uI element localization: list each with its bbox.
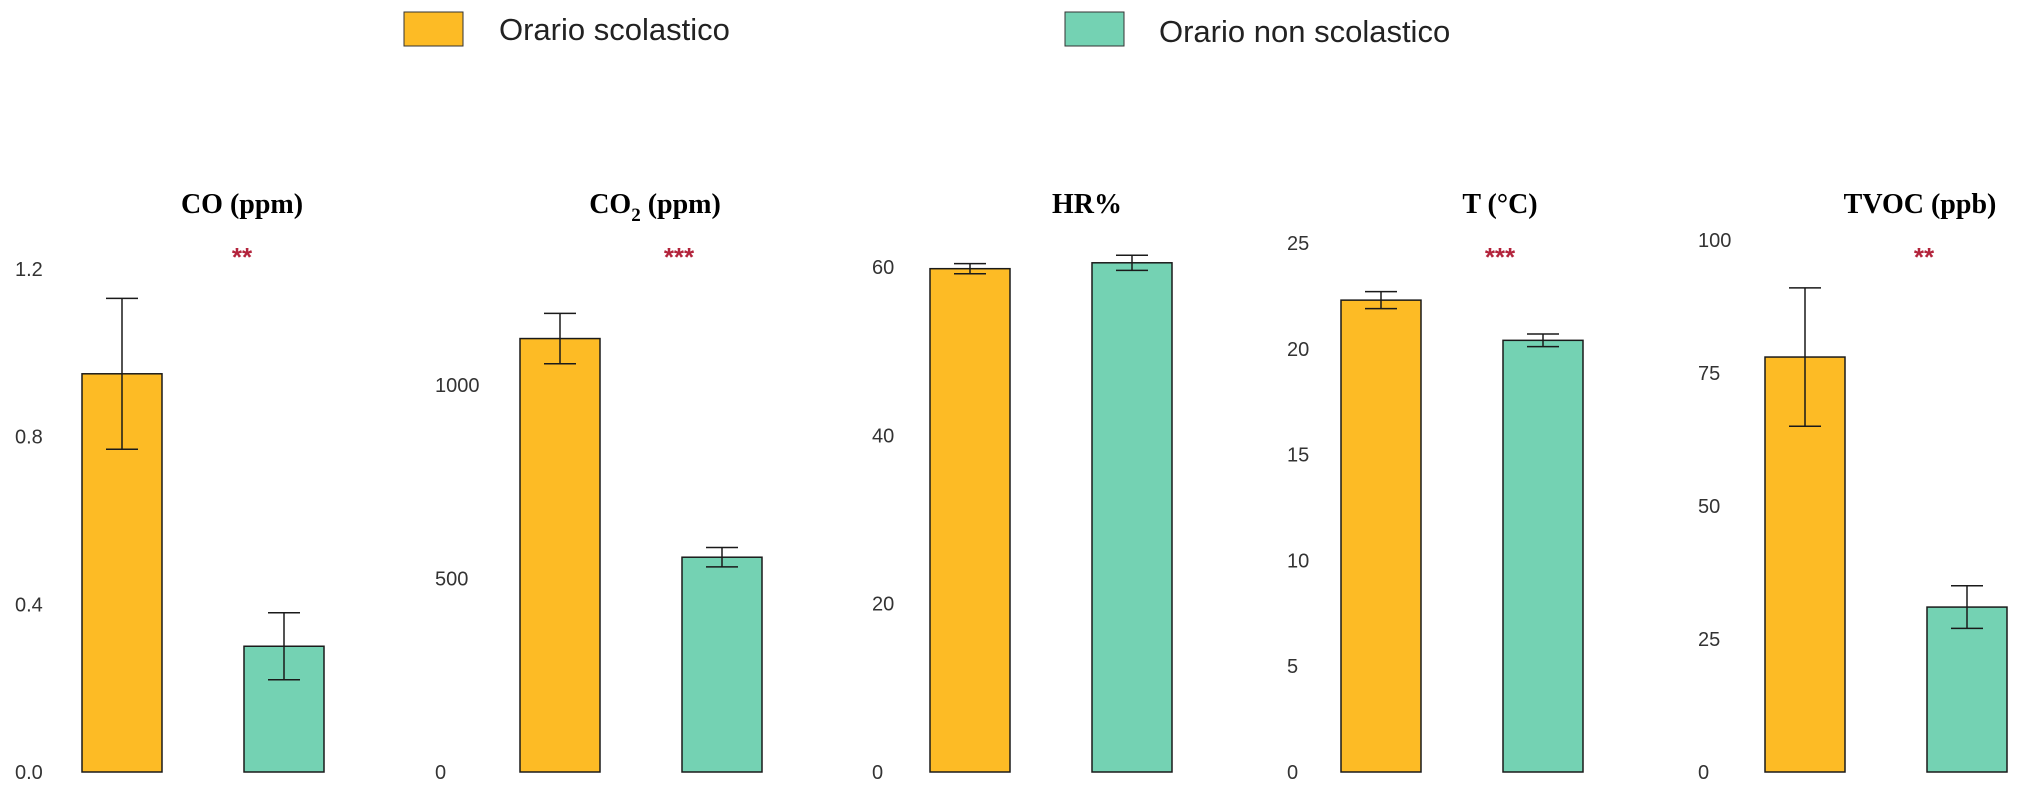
error-bar xyxy=(106,297,138,450)
y-tick-label: 20 xyxy=(872,594,894,616)
legend: Orario scolastico Orario non scolastico xyxy=(403,11,1450,49)
panel-title: CO2 (ppm) xyxy=(589,189,721,226)
significance-marker: *** xyxy=(664,242,695,272)
y-tick-label: 0.0 xyxy=(15,762,43,784)
y-tick-label: 500 xyxy=(435,569,468,591)
legend-label-non-school: Orario non scolastico xyxy=(1159,14,1450,49)
error-bar xyxy=(706,546,738,568)
y-tick-label: 0.8 xyxy=(15,427,43,449)
y-tick-label: 10 xyxy=(1287,550,1309,572)
error-bar xyxy=(1951,585,1983,630)
y-tick-label: 1000 xyxy=(435,375,480,397)
error-bar xyxy=(1116,254,1148,272)
bar-school xyxy=(1340,299,1422,773)
legend-swatch-non-school xyxy=(1064,11,1125,47)
y-tick-label: 75 xyxy=(1698,363,1720,385)
bar-non-school xyxy=(681,556,763,773)
significance-marker: ** xyxy=(232,242,253,272)
y-tick-label: 0 xyxy=(435,762,446,784)
error-bar xyxy=(268,611,300,681)
error-bar xyxy=(544,312,576,365)
y-tick-label: 100 xyxy=(1698,230,1731,252)
y-tick-label: 50 xyxy=(1698,496,1720,518)
panel-title: CO (ppm) xyxy=(181,189,303,220)
y-tick-label: 25 xyxy=(1698,629,1720,651)
chart-panel-1: 0.0 0.4 0.8 1.2 CO (ppm) ** xyxy=(15,189,325,784)
bar-non-school xyxy=(1926,606,2008,773)
error-bar xyxy=(1527,333,1559,348)
panel-title: HR% xyxy=(1052,189,1122,220)
y-tick-label: 0 xyxy=(872,762,883,784)
y-tick-label: 25 xyxy=(1287,233,1309,255)
panel-title: TVOC (ppb) xyxy=(1844,189,1997,220)
chart-panel-2: 0 500 1000 CO2 (ppm) *** xyxy=(435,189,763,784)
bar-school xyxy=(519,337,601,773)
legend-swatch-school xyxy=(403,11,464,47)
chart-panel-4: 0 5 10 15 20 25 T (°C) *** xyxy=(1287,189,1584,784)
error-bar xyxy=(954,262,986,275)
significance-marker: ** xyxy=(1914,242,1935,272)
chart-panel-5: 0 25 50 75 100 TVOC (ppb) ** xyxy=(1698,189,2008,784)
y-tick-label: 0 xyxy=(1287,762,1298,784)
panel-title: T (°C) xyxy=(1462,189,1537,220)
y-tick-label: 15 xyxy=(1287,445,1309,467)
error-bar xyxy=(1365,290,1397,310)
error-bar xyxy=(1789,287,1821,427)
y-tick-label: 0.4 xyxy=(15,594,43,616)
bar-non-school xyxy=(1091,262,1173,773)
y-tick-label: 60 xyxy=(872,257,894,279)
bar-non-school xyxy=(1502,339,1584,773)
y-tick-label: 1.2 xyxy=(15,259,43,281)
y-tick-label: 5 xyxy=(1287,656,1298,678)
y-tick-label: 0 xyxy=(1698,762,1709,784)
y-tick-label: 20 xyxy=(1287,339,1309,361)
y-tick-label: 40 xyxy=(872,425,894,447)
chart-panel-3: 0 20 40 60 HR% xyxy=(872,189,1173,784)
significance-marker: *** xyxy=(1485,242,1516,272)
bar-school xyxy=(929,267,1011,773)
legend-label-school: Orario scolastico xyxy=(499,12,730,47)
